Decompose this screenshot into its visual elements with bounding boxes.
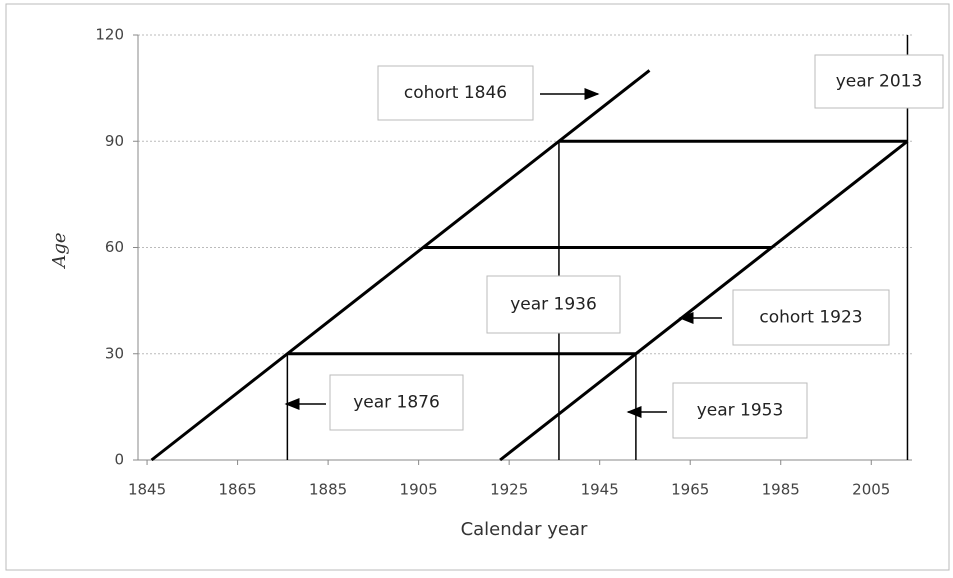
annotation-box (486, 275, 621, 334)
x-tick-label: 1885 (309, 481, 347, 499)
annotation-box (814, 54, 944, 109)
x-tick-label: 1985 (762, 481, 800, 499)
y-tick-label: 120 (95, 26, 124, 44)
annotation: year 2013 (836, 72, 923, 92)
x-axis-label: Calendar year (461, 519, 588, 540)
lexis-line (150, 69, 651, 462)
annotation-box (672, 382, 808, 439)
x-tick-label: 1905 (400, 481, 438, 499)
annotation: cohort 1923 (759, 308, 862, 328)
x-tick-label: 1945 (581, 481, 619, 499)
y-axis-label: Age (49, 232, 70, 269)
annotation: year 1953 (697, 401, 784, 421)
annotation: cohort 1846 (404, 83, 507, 103)
y-tick-label: 90 (105, 132, 124, 150)
annotation-box (732, 289, 890, 346)
x-tick-label: 1965 (671, 481, 709, 499)
x-tick-label: 2005 (852, 481, 890, 499)
annotation-box (329, 374, 464, 431)
annotation: year 1936 (510, 295, 597, 315)
x-tick-label: 1845 (128, 481, 166, 499)
annotation-box (377, 65, 534, 121)
y-tick-label: 0 (114, 451, 124, 469)
x-tick-label: 1925 (490, 481, 528, 499)
x-tick-label: 1865 (218, 481, 256, 499)
frame (5, 3, 950, 571)
y-tick-label: 60 (105, 238, 124, 256)
annotation: year 1876 (353, 393, 440, 413)
y-tick-label: 30 (105, 344, 124, 362)
lexis-line (499, 140, 909, 462)
